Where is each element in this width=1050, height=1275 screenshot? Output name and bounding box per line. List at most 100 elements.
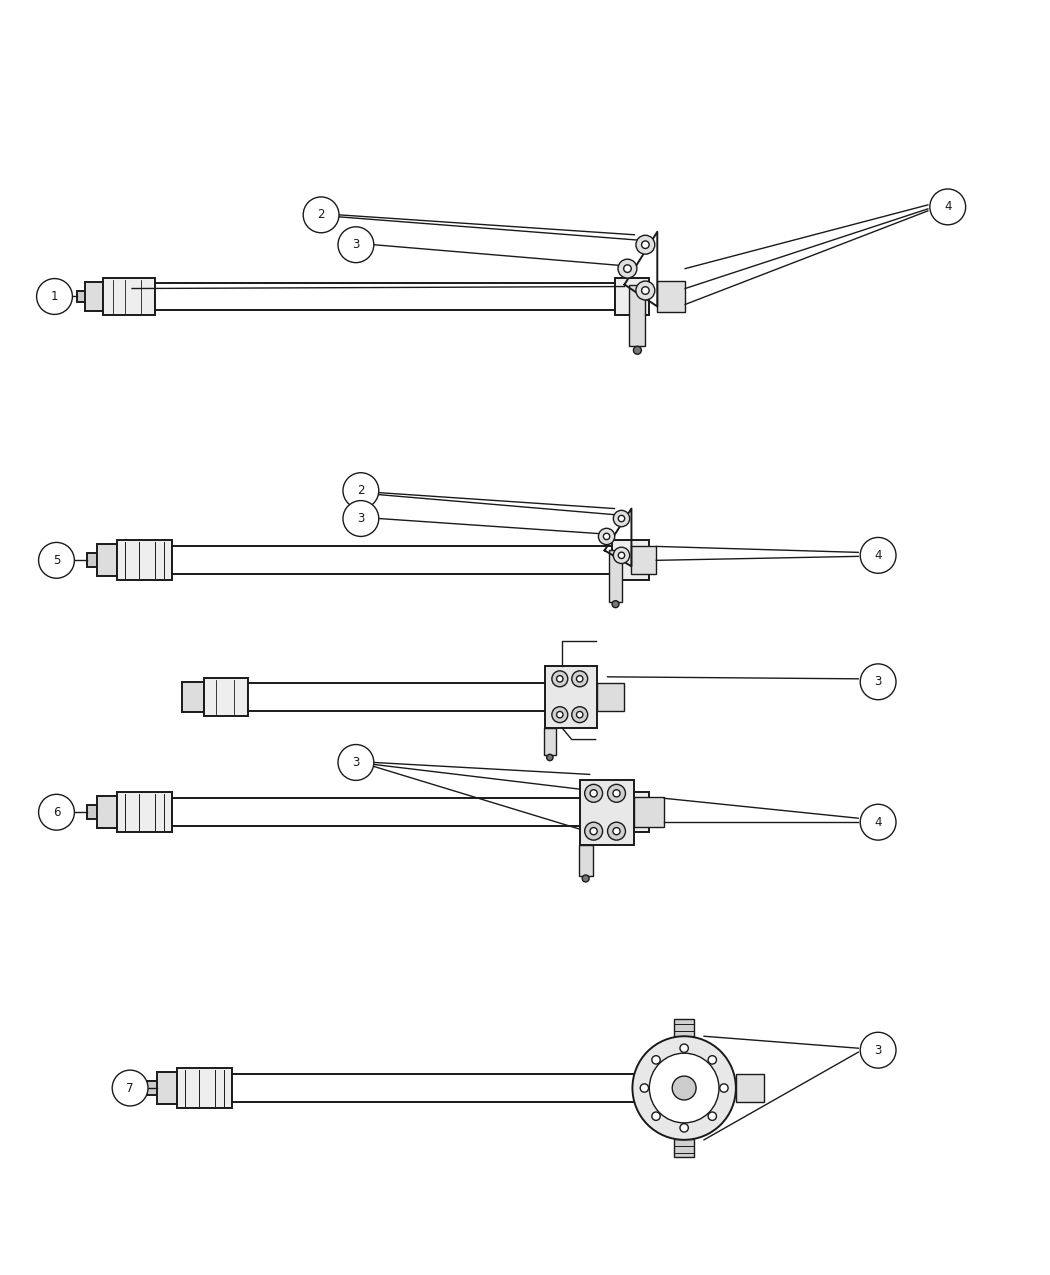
Circle shape	[618, 552, 625, 558]
Circle shape	[608, 822, 626, 840]
Bar	[681, 1068, 719, 1108]
Circle shape	[343, 473, 379, 509]
Bar	[98, 797, 118, 829]
Bar	[155, 283, 614, 310]
Circle shape	[590, 827, 597, 835]
Text: 4: 4	[944, 200, 951, 213]
Bar	[87, 553, 98, 567]
Circle shape	[719, 1084, 728, 1093]
Bar	[172, 547, 611, 574]
Bar	[156, 1072, 176, 1104]
Bar	[172, 798, 611, 826]
Text: 3: 3	[875, 1044, 882, 1057]
Bar	[103, 278, 155, 315]
Circle shape	[613, 827, 621, 835]
Circle shape	[613, 547, 630, 564]
Text: 4: 4	[875, 548, 882, 562]
Bar	[611, 792, 649, 833]
Text: 6: 6	[52, 806, 60, 819]
Bar	[176, 1068, 232, 1108]
Text: 3: 3	[875, 676, 882, 688]
Circle shape	[582, 875, 589, 882]
Bar	[544, 728, 555, 756]
Circle shape	[860, 1033, 896, 1068]
Bar	[580, 780, 634, 844]
Bar	[614, 278, 649, 315]
Circle shape	[612, 601, 620, 608]
Circle shape	[556, 711, 563, 718]
Circle shape	[585, 784, 603, 802]
Circle shape	[37, 278, 72, 315]
Circle shape	[860, 805, 896, 840]
Bar	[85, 282, 103, 311]
Bar	[657, 280, 686, 312]
Circle shape	[576, 711, 583, 718]
Text: 3: 3	[352, 238, 359, 251]
Circle shape	[598, 528, 614, 544]
Bar	[147, 1081, 156, 1095]
Bar	[118, 541, 172, 580]
Text: 5: 5	[52, 553, 60, 567]
Circle shape	[572, 706, 588, 723]
Circle shape	[636, 280, 655, 300]
Circle shape	[672, 1076, 696, 1100]
Bar	[204, 678, 249, 715]
Circle shape	[624, 265, 631, 273]
Bar	[629, 284, 646, 347]
Circle shape	[112, 1070, 148, 1105]
Circle shape	[632, 1037, 736, 1140]
Circle shape	[680, 1123, 689, 1132]
Circle shape	[930, 189, 966, 224]
Bar	[631, 547, 656, 574]
Bar	[249, 683, 548, 710]
Circle shape	[343, 501, 379, 537]
Circle shape	[613, 789, 621, 797]
Circle shape	[572, 671, 588, 687]
Bar	[118, 792, 172, 833]
Circle shape	[338, 227, 374, 263]
Circle shape	[642, 241, 649, 249]
Circle shape	[680, 1044, 689, 1052]
Circle shape	[633, 347, 642, 354]
Text: 3: 3	[352, 756, 359, 769]
Circle shape	[708, 1112, 716, 1121]
Bar	[611, 541, 649, 580]
Circle shape	[860, 538, 896, 574]
Bar	[674, 1019, 694, 1038]
Circle shape	[860, 664, 896, 700]
Circle shape	[604, 533, 610, 539]
Bar	[609, 551, 623, 602]
Circle shape	[552, 706, 568, 723]
Bar	[674, 1139, 694, 1156]
Text: 7: 7	[126, 1081, 133, 1094]
Bar	[98, 544, 118, 576]
Circle shape	[585, 822, 603, 840]
Circle shape	[708, 1056, 716, 1065]
Circle shape	[608, 784, 626, 802]
Text: 2: 2	[357, 484, 364, 497]
Circle shape	[556, 676, 563, 682]
Text: 1: 1	[50, 289, 58, 303]
Circle shape	[590, 789, 597, 797]
Circle shape	[39, 542, 75, 579]
Text: 4: 4	[875, 816, 882, 829]
Bar	[545, 666, 596, 728]
Circle shape	[642, 287, 649, 295]
Bar	[232, 1074, 681, 1102]
Circle shape	[618, 259, 637, 278]
Circle shape	[649, 1053, 719, 1123]
Circle shape	[547, 755, 553, 761]
Bar	[182, 682, 204, 711]
Circle shape	[552, 671, 568, 687]
Bar	[736, 1074, 763, 1102]
Circle shape	[636, 236, 655, 254]
Text: 3: 3	[357, 513, 364, 525]
Bar	[87, 806, 98, 820]
Circle shape	[640, 1084, 649, 1093]
Bar	[579, 844, 592, 876]
Circle shape	[338, 745, 374, 780]
Bar	[548, 678, 580, 715]
Circle shape	[652, 1056, 660, 1065]
Bar	[634, 797, 665, 827]
Circle shape	[652, 1112, 660, 1121]
